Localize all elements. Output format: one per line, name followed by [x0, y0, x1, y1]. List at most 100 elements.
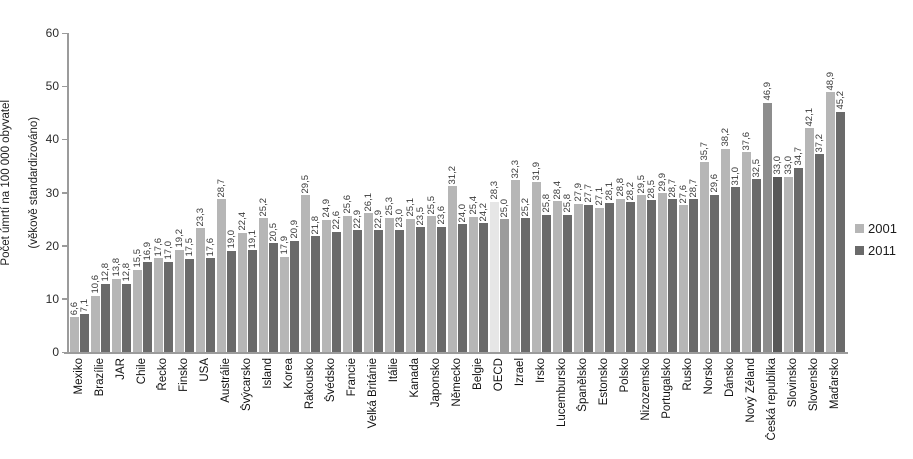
- value-label-2011-korea: 20,9: [288, 220, 300, 239]
- value-label-2011-polsko: 28,2: [624, 181, 636, 201]
- bar-2001-estonsko: [595, 207, 604, 352]
- category-label-ma-arsko: Maďarsko: [829, 358, 841, 410]
- bar-2001-austr-lie: [217, 199, 226, 352]
- bar-2001-francie: [343, 215, 352, 352]
- bar-2001-kanada: [406, 218, 415, 352]
- y-tick-0: [62, 351, 67, 353]
- value-label-2001-rusko: 27,6: [677, 184, 689, 204]
- value-label-2011-nov-z-land: 32,5: [750, 158, 762, 178]
- value-label-2011-kanada: 23,5: [414, 206, 426, 226]
- value-label-2001-portugalsko: 29,9: [656, 172, 668, 192]
- value-label-2011-japonsko: 23,6: [435, 206, 447, 225]
- bar-2011-kanada: [416, 227, 425, 352]
- value-label-2011-ma-arsko: 45,2: [834, 91, 846, 110]
- bar-2001-izrael: [511, 180, 520, 352]
- bar-2011-estonsko: [605, 202, 614, 352]
- category-label-n-mecko: Německo: [451, 358, 463, 407]
- category-label-nov-z-land: Nový Zéland: [745, 358, 757, 423]
- value-label-2011-it-lie: 23,0: [393, 209, 405, 228]
- value-label-2011-belgie: 24,2: [477, 202, 489, 222]
- value-label-2011-estonsko: 28,1: [603, 182, 615, 201]
- bar-2001-lucembursko: [553, 201, 562, 352]
- value-label-2001-rakousko: 29,5: [299, 174, 311, 194]
- value-label-2001-norsko: 35,7: [698, 141, 710, 161]
- bar-2011-braz-lie: [101, 283, 110, 352]
- bar-2001-mexiko: [70, 316, 79, 352]
- bar-2011-izrael: [521, 218, 530, 352]
- value-label-2001-jar: 13,8: [110, 258, 122, 277]
- bar-2001--v-carsko: [238, 232, 247, 352]
- value-label-2001-island: 25,2: [257, 197, 269, 217]
- bar-2011-portugalsko: [668, 199, 677, 352]
- bar-2011-austr-lie: [227, 250, 236, 352]
- y-axis-line: [67, 33, 69, 353]
- category-label-portugalsko: Portugalsko: [661, 358, 673, 419]
- value-label-2011-jar: 12,8: [120, 263, 132, 282]
- category-label-nizozemsko: Nizozemsko: [640, 358, 652, 421]
- legend: 2001 2011: [855, 221, 897, 258]
- bar-2001-norsko: [700, 162, 709, 352]
- bar-2001-it-lie: [385, 217, 394, 352]
- bar-2001-japonsko: [427, 216, 436, 352]
- bar-2001-slovinsko: [784, 176, 793, 352]
- y-tick-label-20: 20: [45, 238, 59, 253]
- category-label--ecko: Řecko: [157, 358, 169, 391]
- value-label-2001-irsko: 31,9: [530, 161, 542, 181]
- category-label-rakousko: Rakousko: [304, 358, 316, 410]
- bar-2011--ecko: [164, 261, 173, 352]
- bar-2011-norsko: [710, 194, 719, 352]
- legend-swatch-2001: [855, 224, 864, 233]
- value-label-2011--esk-republika: 33,0: [771, 156, 783, 175]
- bar-2001--ecko: [154, 258, 163, 352]
- value-label-2011-francie: 22,9: [351, 209, 363, 229]
- legend-entry-2001: 2001: [855, 221, 897, 236]
- value-label-2011-nizozemsko: 28,5: [645, 179, 657, 199]
- bar-2011-nov-z-land: [752, 179, 761, 352]
- category-label-slovinsko: Slovinsko: [787, 358, 799, 408]
- bar-2001-rusko: [679, 205, 688, 352]
- value-label-2001-n-mecko: 31,2: [446, 165, 458, 185]
- bar-2011-jar: [122, 283, 131, 352]
- category-label-it-lie: Itálie: [388, 358, 400, 383]
- y-tick-label-30: 30: [45, 185, 59, 200]
- value-label-2001-finsko: 19,2: [173, 229, 185, 248]
- value-label-2001-lucembursko: 28,4: [551, 180, 563, 200]
- value-label-2011-island: 20,5: [267, 222, 279, 242]
- bar-2011-finsko: [185, 258, 194, 352]
- bar-2011-ma-arsko: [836, 111, 845, 352]
- value-label-2001-kanada: 25,1: [404, 198, 416, 217]
- value-label-2011--ecko: 17,0: [162, 241, 174, 260]
- category-label-mexiko: Mexiko: [73, 358, 85, 395]
- bar-2011--v-dsko: [332, 231, 341, 352]
- bar-2001--pan-lsko: [574, 203, 583, 352]
- category-label-estonsko: Estonsko: [598, 358, 610, 406]
- bar-2001-usa: [196, 228, 205, 352]
- category-label-norsko: Norsko: [703, 358, 715, 395]
- value-label-2001-nov-z-land: 37,6: [740, 131, 752, 151]
- bar-2001-velk-brit-nie: [364, 213, 373, 352]
- bar-2011-slovinsko: [794, 167, 803, 352]
- x-axis-line: [64, 352, 848, 354]
- value-label-2011-chile: 16,9: [141, 241, 153, 261]
- bar-2011--esk-republika: [773, 176, 782, 352]
- category-label--v-dsko: Švédsko: [325, 358, 337, 403]
- value-label-2011--pan-lsko: 27,7: [582, 184, 594, 203]
- value-label-2001--esk-republika: 46,9: [761, 82, 773, 101]
- value-label-2011-braz-lie: 12,8: [99, 263, 111, 282]
- y-tick-label-50: 50: [45, 79, 59, 94]
- category-label-kanada: Kanada: [409, 358, 421, 398]
- bar-2001-polsko: [616, 198, 625, 352]
- bar-2011-island: [269, 243, 278, 352]
- category-label--esk-republika: Česká republika: [766, 358, 778, 441]
- bar-2011-rusko: [689, 199, 698, 352]
- bar-2011-belgie: [479, 223, 488, 352]
- bar-2011-korea: [290, 240, 299, 352]
- value-label-2001--ecko: 17,6: [152, 237, 164, 257]
- bar-2001-rakousko: [301, 195, 310, 352]
- bar-2001-ma-arsko: [826, 92, 835, 352]
- y-tick-label-40: 40: [45, 132, 59, 147]
- value-label-2011--v-carsko: 19,1: [246, 229, 258, 249]
- bar-2001--v-dsko: [322, 219, 331, 352]
- y-tick-20: [62, 245, 67, 247]
- category-label-jar: JAR: [115, 358, 127, 380]
